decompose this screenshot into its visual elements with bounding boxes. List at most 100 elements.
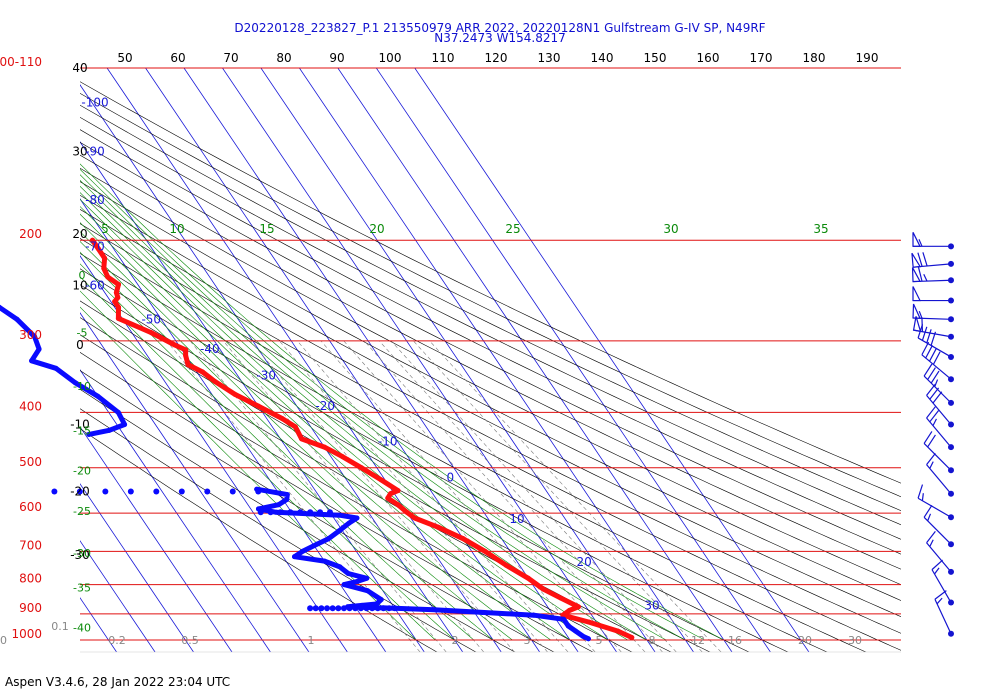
temperature-point: [395, 488, 401, 494]
wind-barb-flag: [918, 239, 923, 247]
temperature-point: [339, 454, 345, 460]
mixing-ratio-line: [413, 340, 703, 652]
wind-barb-staff: [926, 542, 952, 573]
chart-title: D20220128_223827_P.1 213550979 ARR 2022,…: [234, 21, 766, 35]
wind-barb-flag: [931, 559, 944, 571]
mixing-ratio-label: 3: [524, 634, 531, 647]
moist-adiabat-line: [80, 174, 686, 641]
pressure-label: 500: [19, 455, 42, 469]
wind-barb-pennant: [912, 303, 921, 319]
dewpoint-point: [378, 597, 384, 603]
wind-barb-flag: [923, 363, 933, 377]
dewpoint-point: [337, 564, 343, 570]
mixing-ratio-label: 30: [848, 634, 862, 647]
wind-barb-flag: [926, 329, 932, 344]
wind-barb-flag: [934, 379, 939, 387]
dewpoint-gap-dot: [307, 605, 314, 612]
wind-barb-staff: [917, 497, 952, 518]
dewpoint-gap-dot: [335, 605, 342, 612]
left-scale-label: 20: [72, 227, 87, 241]
wind-barb-staff: [926, 417, 952, 448]
wind-barb-flag: [927, 513, 932, 522]
dewpoint-gap-dot: [277, 509, 284, 516]
temperature-point: [566, 607, 572, 613]
isotherm-line: [80, 426, 233, 652]
wind-barb-flag: [930, 370, 940, 384]
top-tick-label: 80: [276, 51, 291, 65]
theta-e-label: -40: [73, 621, 91, 634]
mixing-ratio-label: 16: [728, 634, 742, 647]
wind-barb-flag: [934, 590, 947, 600]
temperature-point: [90, 237, 96, 243]
dewpoint-gap-dot: [229, 488, 236, 495]
dewpoint-point: [365, 588, 371, 594]
temperature-point: [115, 295, 121, 301]
isotherm-line: [80, 141, 425, 652]
dewpoint-point: [300, 548, 306, 554]
pressure-label: 800: [19, 572, 42, 586]
temperature-point: [292, 424, 298, 430]
temperature-point: [482, 548, 488, 554]
temperature-point: [358, 465, 364, 471]
mixing-ratio-label: 12: [691, 634, 705, 647]
isotherm-label: 10: [509, 512, 524, 526]
isotherm-line: [222, 68, 617, 652]
dewpoint-gap-dot: [352, 605, 359, 612]
theta-e-label: -35: [73, 582, 91, 595]
background-grid: [0, 68, 901, 652]
temperature-point: [116, 281, 122, 287]
dewpoint-gap-dot: [374, 605, 381, 612]
temperature-point: [575, 604, 581, 610]
mixing-ratio-label: 1: [308, 634, 315, 647]
wind-barb-flag: [918, 310, 923, 319]
chart-subtitle: N37.2473 W154.8217: [434, 31, 566, 45]
wind-barb-pennant: [912, 286, 921, 302]
temperature-point: [586, 619, 592, 625]
wind-barb-column: [911, 232, 954, 637]
isotherm-line: [260, 68, 656, 652]
isotherm-label: -30: [256, 369, 276, 383]
dewpoint-gap-dot: [357, 605, 364, 612]
wind-barb-flag: [926, 452, 936, 465]
theta-e-label: 0: [79, 269, 86, 282]
dry-adiabat-line: [80, 116, 901, 526]
top-tick-label: 150: [644, 51, 667, 65]
temperature-point: [105, 274, 111, 280]
wind-barb-flag: [932, 418, 937, 426]
isotherm-label: -20: [315, 399, 335, 413]
pressure-label: 200: [19, 227, 42, 241]
dewpoint-point: [321, 558, 327, 564]
dry-adiabat-line: [80, 238, 867, 652]
wind-barb-flag: [932, 351, 941, 365]
pressure-label: 700: [19, 538, 42, 552]
mixing-ratio-line: [429, 340, 722, 652]
dry-adiabat-line: [80, 284, 750, 652]
wind-barb-flag: [934, 567, 940, 575]
temperature-point: [95, 246, 101, 252]
temperature-point: [560, 612, 566, 618]
dewpoint-point: [53, 365, 59, 371]
isotherm-line: [0, 68, 78, 652]
isotherm-line: [80, 540, 156, 652]
left-scale-label: -20: [70, 484, 90, 498]
pressure-label: 300: [19, 328, 42, 342]
isotherm-line: [337, 68, 733, 652]
temperature-point: [279, 416, 285, 422]
mixing-ratio-label: 0.2: [108, 634, 126, 647]
dewpoint-point: [346, 520, 352, 526]
dewpoint-point: [561, 616, 567, 622]
top-tick-label: 70: [223, 51, 238, 65]
isotherm-label: -40: [200, 342, 220, 356]
dewpoint-point: [86, 431, 92, 437]
mixing-ratio-line: [223, 340, 485, 652]
mixing-ratio-line: [189, 340, 447, 652]
adiabat-label: 10: [169, 222, 184, 236]
moist-adiabat-line: [80, 240, 513, 641]
dewpoint-gap-dot: [391, 605, 398, 612]
moist-adiabat-line: [80, 222, 551, 641]
moist-adiabat-line: [80, 168, 705, 641]
dewpoint-profile: [0, 304, 128, 437]
top-tick-label: 100: [379, 51, 402, 65]
axis-labels: 100-110200300400500600700800900100050607…: [0, 51, 878, 647]
mixing-ratio-label: 20: [798, 634, 812, 647]
